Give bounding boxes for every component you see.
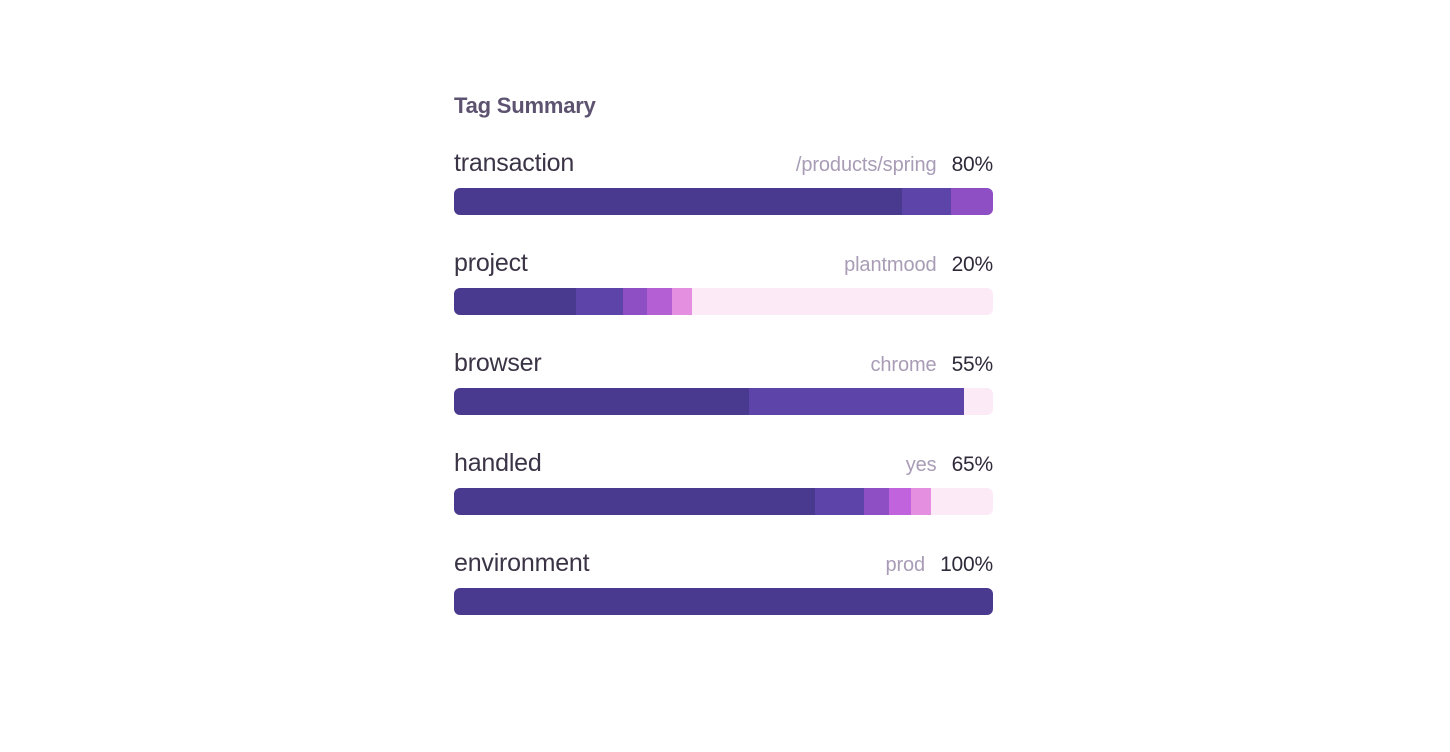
tag-key-label: browser [454, 349, 542, 378]
tag-row-header: project plantmood 20% [454, 249, 993, 279]
tag-top-value: plantmood [844, 254, 937, 277]
tag-row-header: transaction/products/spring 80% [454, 149, 993, 179]
bar-segment[interactable] [454, 388, 749, 416]
tag-top-value: /products/spring [795, 154, 937, 177]
tag-row-header: browser chrome 55% [454, 349, 993, 379]
tag-percent: 80% [951, 153, 994, 177]
tag-row[interactable]: environment prod 100% [454, 549, 993, 616]
tag-percent: 65% [951, 453, 994, 477]
tag-key-label: environment [454, 549, 590, 578]
tag-key-label: transaction [454, 149, 575, 178]
tag-top-value: yes [905, 454, 937, 477]
tag-row[interactable]: browser chrome 55% [454, 349, 993, 416]
bar-segment[interactable] [911, 488, 931, 516]
tag-key-label: handled [454, 449, 542, 478]
tag-row[interactable]: project plantmood 20% [454, 249, 993, 316]
tag-row-metrics: chrome 55% [870, 353, 993, 377]
tag-distribution-bar[interactable] [454, 488, 993, 516]
tag-distribution-bar[interactable] [454, 388, 993, 416]
tag-distribution-bar[interactable] [454, 288, 993, 316]
bar-segment[interactable] [454, 488, 816, 516]
tag-row-header: environment prod 100% [454, 549, 993, 579]
bar-segment[interactable] [454, 588, 993, 616]
bar-segment[interactable] [454, 188, 903, 216]
tag-distribution-bar[interactable] [454, 588, 993, 616]
bar-segment[interactable] [454, 288, 576, 316]
tag-summary-panel: Tag Summary transaction/products/spring 8… [454, 0, 993, 616]
bar-segment[interactable] [575, 288, 623, 316]
tag-row-list: transaction/products/spring 80% project pla… [454, 149, 993, 616]
tag-percent: 100% [940, 553, 993, 577]
tag-row-header: handled yes 65% [454, 449, 993, 479]
bar-segment[interactable] [671, 288, 692, 316]
bar-segment[interactable] [888, 488, 912, 516]
bar-segment[interactable] [951, 188, 993, 216]
tag-top-value: prod [885, 554, 926, 577]
bar-segment[interactable] [647, 288, 672, 316]
page-title: Tag Summary [454, 93, 596, 118]
tag-distribution-bar[interactable] [454, 188, 993, 216]
tag-percent: 20% [951, 253, 994, 277]
tag-row-metrics: plantmood 20% [844, 253, 993, 277]
tag-key-label: project [454, 249, 528, 278]
tag-row-metrics: prod 100% [885, 553, 993, 577]
tag-percent: 55% [951, 353, 994, 377]
tag-top-value: chrome [870, 354, 937, 377]
tag-row[interactable]: transaction/products/spring 80% [454, 149, 993, 216]
bar-segment[interactable] [748, 388, 964, 416]
bar-segment[interactable] [902, 188, 952, 216]
tag-row-metrics: yes 65% [906, 453, 993, 477]
tag-row-metrics: /products/spring 80% [796, 153, 993, 177]
bar-segment[interactable] [864, 488, 889, 516]
bar-segment[interactable] [815, 488, 865, 516]
bar-segment[interactable] [622, 288, 648, 316]
tag-row[interactable]: handled yes 65% [454, 449, 993, 516]
